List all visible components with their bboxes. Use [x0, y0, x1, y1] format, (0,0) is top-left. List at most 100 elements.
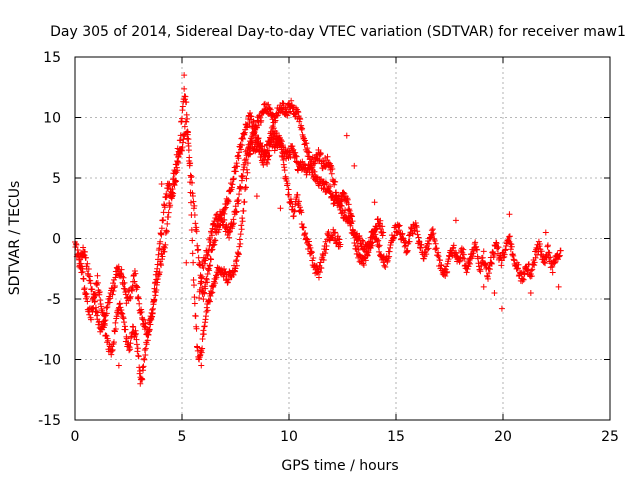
data-point: [208, 290, 215, 297]
data-point: [107, 295, 114, 302]
data-point: [273, 112, 280, 119]
data-point: [292, 152, 299, 159]
data-point: [302, 230, 309, 237]
data-point: [85, 272, 92, 279]
data-point: [414, 231, 421, 238]
data-point: [461, 255, 468, 262]
data-point-outlier: [181, 72, 188, 79]
data-point: [127, 340, 134, 347]
data-point: [528, 267, 535, 274]
data-point: [235, 197, 242, 204]
data-point: [84, 298, 91, 305]
data-point: [181, 85, 188, 92]
data-point: [338, 210, 345, 217]
data-point: [371, 232, 378, 239]
data-point: [191, 202, 198, 209]
data-point-outlier: [158, 181, 165, 188]
data-point: [544, 242, 551, 249]
data-point: [119, 273, 126, 280]
data-point-outlier: [183, 259, 190, 266]
data-point: [306, 169, 313, 176]
data-point: [212, 222, 219, 229]
data-point: [515, 261, 522, 268]
data-point: [298, 209, 305, 216]
y-tick-label: 5: [52, 171, 61, 187]
grid: [75, 57, 610, 420]
data-point: [189, 250, 196, 257]
data-point-outlier: [198, 362, 205, 369]
data-points: [72, 72, 564, 387]
data-point: [360, 261, 367, 268]
data-point: [235, 251, 242, 258]
data-point: [191, 300, 198, 307]
data-point: [111, 282, 118, 289]
data-point: [376, 242, 383, 249]
data-point: [136, 300, 143, 307]
data-point: [244, 150, 251, 157]
data-point: [153, 286, 160, 293]
data-point: [491, 252, 498, 259]
data-point: [208, 256, 215, 263]
data-point: [188, 173, 195, 180]
data-point-outlier: [452, 217, 459, 224]
data-point: [485, 275, 492, 282]
data-point: [332, 178, 339, 185]
data-point-outlier: [542, 229, 549, 236]
data-point: [224, 279, 231, 286]
data-point: [242, 184, 249, 191]
data-point: [464, 266, 471, 273]
data-point: [189, 237, 196, 244]
data-point: [138, 309, 145, 316]
data-point: [255, 135, 262, 142]
data-point: [329, 165, 336, 172]
data-point: [103, 304, 110, 311]
data-point: [201, 290, 208, 297]
data-point: [192, 313, 199, 320]
data-point: [139, 376, 146, 383]
data-point: [288, 97, 295, 104]
data-point: [257, 140, 264, 147]
data-point: [120, 281, 127, 288]
data-point: [324, 153, 331, 160]
data-point: [528, 273, 535, 280]
data-point: [320, 256, 327, 263]
data-point: [110, 339, 117, 346]
data-point: [332, 229, 339, 236]
data-point: [233, 262, 240, 269]
data-point: [91, 298, 98, 305]
data-point: [130, 272, 137, 279]
data-point: [327, 183, 334, 190]
data-point: [76, 262, 83, 269]
data-point: [233, 208, 240, 215]
data-point: [87, 280, 94, 287]
data-point: [117, 304, 124, 311]
data-point: [435, 253, 442, 260]
data-point: [73, 241, 80, 248]
data-point: [197, 280, 204, 287]
data-point: [158, 225, 165, 232]
data-point: [85, 266, 92, 273]
data-point: [329, 234, 336, 241]
data-point: [80, 244, 87, 251]
data-point: [121, 279, 128, 286]
data-point: [208, 232, 215, 239]
y-tick-label: 10: [43, 111, 61, 127]
data-point: [260, 161, 267, 168]
data-point: [190, 198, 197, 205]
data-point: [174, 145, 181, 152]
data-point: [278, 138, 285, 145]
data-point: [323, 243, 330, 250]
y-tick-label: -10: [38, 353, 61, 369]
data-point: [162, 241, 169, 248]
axis-ticks: 0 5 10 15 20 25 -15 -10 -5 0 5 10 15: [38, 50, 619, 445]
data-point: [160, 216, 167, 223]
data-point: [315, 274, 322, 281]
data-point: [248, 113, 255, 120]
data-point: [196, 295, 203, 302]
data-point: [146, 319, 153, 326]
data-point: [406, 238, 413, 245]
data-point: [379, 223, 386, 230]
data-point: [258, 117, 265, 124]
data-point: [466, 260, 473, 267]
